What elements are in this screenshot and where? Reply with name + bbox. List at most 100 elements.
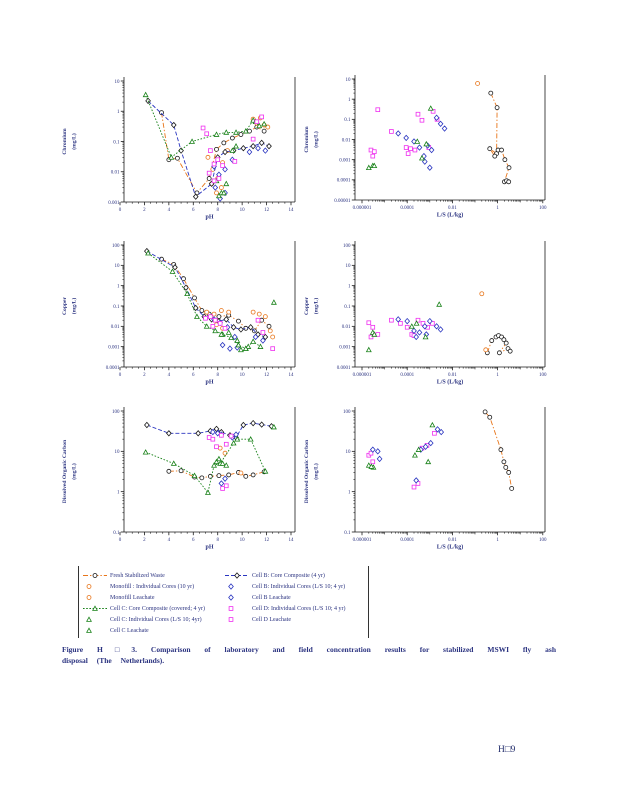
- svg-text:(mg/L): (mg/L): [71, 298, 78, 315]
- svg-text:0.0001: 0.0001: [337, 179, 351, 184]
- svg-text:0.0001: 0.0001: [337, 366, 351, 371]
- svg-text:0.000001: 0.000001: [353, 373, 372, 378]
- svg-text:Copper: Copper: [304, 296, 310, 315]
- figure-caption: Figure H□3. Comparison of laboratory and…: [62, 644, 556, 666]
- svg-text:0.1: 0.1: [344, 305, 351, 310]
- legend-marker-diamond-icon: [228, 594, 234, 601]
- svg-text:0.001: 0.001: [108, 345, 120, 350]
- figure-caption-line-1: Figure H□3. Comparison of laboratory and…: [62, 645, 556, 654]
- svg-text:0.000001: 0.000001: [353, 206, 372, 211]
- svg-text:0.01: 0.01: [342, 138, 351, 143]
- legend-marker-triangle-icon: [83, 605, 107, 611]
- legend-item-fresh: Fresh Stabilized Waste: [83, 570, 225, 581]
- figure-legend: Fresh Stabilized Waste Monofill : Individ…: [78, 566, 369, 638]
- legend-marker-square-icon: [228, 606, 234, 611]
- svg-text:0.0001: 0.0001: [106, 366, 120, 371]
- svg-text:12: 12: [264, 538, 270, 543]
- svg-text:1: 1: [117, 490, 120, 495]
- legend-marker-triangle-icon: [86, 627, 92, 633]
- legend-marker-triangle-icon: [86, 616, 92, 622]
- legend-item-cb_leach: Cell B Leachate: [225, 592, 368, 603]
- svg-text:8: 8: [216, 208, 219, 213]
- svg-text:0.01: 0.01: [111, 171, 120, 176]
- legend-column-2: Cell B: Core Composite (4 yr) Cell B: Ind…: [225, 566, 368, 638]
- legend-item-label: Cell C: Core Composite (covered; 4 yr): [110, 605, 205, 612]
- svg-text:10: 10: [240, 373, 246, 378]
- chart-chromium-vs-ph: 10 1 0.1 0.01 0.001 0 2 4 6 8 10 12 14 pH Chromium (mg/…: [62, 77, 296, 221]
- figure-caption-line-2: disposal (The Netherlands).: [62, 656, 165, 665]
- legend-item-cd_cores: Cell D: Individual Cores (L/S 10; 4 yr): [225, 603, 368, 614]
- legend-item-label: Fresh Stabilized Waste: [110, 572, 165, 579]
- svg-text:12: 12: [264, 208, 270, 213]
- svg-text:0: 0: [119, 538, 122, 543]
- legend-item-mono_cores: Monofill : Individual Cores (10 yr): [83, 581, 225, 592]
- svg-text:Chromium: Chromium: [62, 128, 68, 155]
- svg-text:0.1: 0.1: [113, 305, 120, 310]
- svg-text:0.001: 0.001: [339, 345, 351, 350]
- svg-text:100: 100: [343, 410, 351, 415]
- svg-text:10: 10: [346, 78, 352, 83]
- svg-text:0: 0: [119, 373, 122, 378]
- svg-text:10: 10: [115, 80, 121, 85]
- chart-doc-vs-ph: 100 10 1 0.1 0 2 4 6 8 10 12 14 pH Dissolved Organic …: [62, 407, 296, 551]
- legend-item-label: Cell D Leachate: [252, 616, 291, 623]
- svg-text:(mg/L): (mg/L): [313, 463, 320, 480]
- svg-text:100: 100: [112, 410, 120, 415]
- svg-text:10: 10: [240, 208, 246, 213]
- svg-text:4: 4: [168, 208, 171, 213]
- legend-marker-circle-icon: [83, 573, 107, 578]
- svg-text:0.01: 0.01: [448, 373, 457, 378]
- legend-marker-diamond-icon: [225, 572, 249, 579]
- svg-text:0.001: 0.001: [108, 201, 120, 206]
- svg-text:6: 6: [192, 373, 195, 378]
- svg-text:0.0001: 0.0001: [400, 206, 414, 211]
- svg-text:0.1: 0.1: [344, 118, 351, 123]
- legend-item-label: Monofill Leachate: [110, 594, 155, 601]
- svg-text:10: 10: [240, 538, 246, 543]
- svg-text:0.001: 0.001: [339, 158, 351, 163]
- svg-text:(mg/L): (mg/L): [313, 298, 320, 315]
- svg-text:0: 0: [119, 208, 122, 213]
- legend-marker-circle-icon: [86, 584, 92, 589]
- svg-text:1: 1: [348, 490, 351, 495]
- legend-item-label: Cell D: Individual Cores (L/S 10; 4 yr): [252, 605, 346, 612]
- svg-text:10: 10: [346, 450, 352, 455]
- legend-column-1: Fresh Stabilized Waste Monofill : Individ…: [83, 566, 225, 638]
- svg-text:0.0001: 0.0001: [400, 373, 414, 378]
- svg-text:14: 14: [289, 538, 295, 543]
- legend-item-cc_leach: Cell C Leachate: [83, 625, 225, 636]
- svg-text:100: 100: [539, 206, 547, 211]
- svg-text:L/S (L/kg): L/S (L/kg): [437, 379, 464, 386]
- svg-text:6: 6: [192, 208, 195, 213]
- svg-text:0.000001: 0.000001: [353, 538, 372, 543]
- legend-item-cc_cores: Cell C: Individual Cores (L/S 10; 4yr): [83, 614, 225, 625]
- svg-text:4: 4: [168, 538, 171, 543]
- svg-text:0.1: 0.1: [113, 140, 120, 145]
- svg-text:(mg/L): (mg/L): [71, 463, 78, 480]
- svg-text:100: 100: [539, 538, 547, 543]
- svg-text:0.01: 0.01: [111, 325, 120, 330]
- svg-text:6: 6: [192, 538, 195, 543]
- legend-marker-diamond-icon: [228, 583, 234, 590]
- legend-item-mono_leach: Monofill Leachate: [83, 592, 225, 603]
- svg-text:10: 10: [346, 264, 352, 269]
- svg-text:pH: pH: [205, 215, 213, 221]
- svg-text:1: 1: [348, 284, 351, 289]
- legend-item-cd_leach: Cell D Leachate: [225, 614, 368, 625]
- svg-text:2: 2: [143, 208, 146, 213]
- svg-text:14: 14: [289, 373, 295, 378]
- svg-text:0.01: 0.01: [342, 325, 351, 330]
- svg-text:2: 2: [143, 373, 146, 378]
- svg-text:8: 8: [216, 373, 219, 378]
- svg-text:100: 100: [343, 244, 351, 249]
- svg-text:0.1: 0.1: [113, 531, 120, 536]
- legend-item-label: Monofill : Individual Cores (10 yr): [110, 583, 195, 590]
- chart-copper-vs-ph: 100 10 1 0.1 0.01 0.001 0.0001 0 2 4 6 8 10 12 14 pH Cop…: [62, 241, 296, 386]
- svg-text:14: 14: [289, 208, 295, 213]
- legend-marker-circle-icon: [86, 595, 92, 600]
- svg-text:8: 8: [216, 538, 219, 543]
- svg-text:0.01: 0.01: [448, 538, 457, 543]
